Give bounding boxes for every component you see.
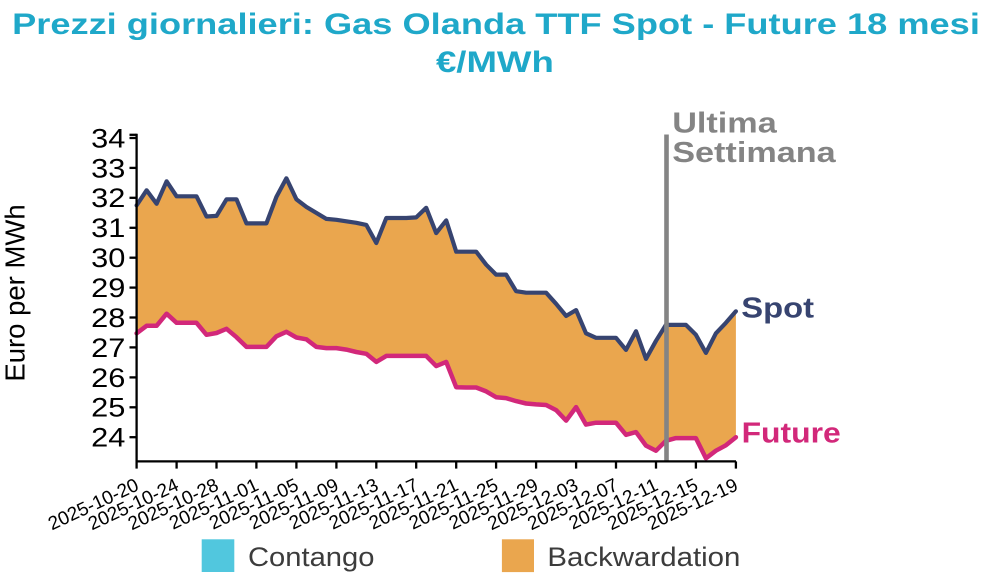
svg-text:€/MWh: €/MWh bbox=[436, 46, 554, 79]
svg-text:32: 32 bbox=[91, 184, 125, 214]
svg-text:24: 24 bbox=[91, 423, 125, 453]
svg-text:28: 28 bbox=[91, 304, 125, 334]
svg-text:30: 30 bbox=[91, 244, 125, 274]
svg-text:Spot: Spot bbox=[741, 291, 814, 324]
svg-text:Ultima: Ultima bbox=[672, 106, 777, 139]
svg-text:34: 34 bbox=[91, 124, 125, 154]
svg-text:Prezzi giornalieri: Gas Olanda: Prezzi giornalieri: Gas Olanda TTF Spot … bbox=[12, 8, 980, 41]
svg-text:26: 26 bbox=[91, 363, 125, 393]
svg-text:Settimana: Settimana bbox=[672, 135, 836, 168]
svg-text:Contango: Contango bbox=[248, 542, 374, 572]
svg-text:25: 25 bbox=[91, 393, 125, 423]
svg-text:Future: Future bbox=[742, 417, 841, 449]
svg-text:33: 33 bbox=[91, 154, 125, 184]
svg-text:27: 27 bbox=[91, 333, 125, 363]
svg-text:31: 31 bbox=[91, 214, 125, 244]
svg-text:Backwardation: Backwardation bbox=[547, 541, 740, 572]
svg-text:29: 29 bbox=[91, 274, 125, 304]
svg-text:Euro per MWh: Euro per MWh bbox=[0, 204, 31, 381]
